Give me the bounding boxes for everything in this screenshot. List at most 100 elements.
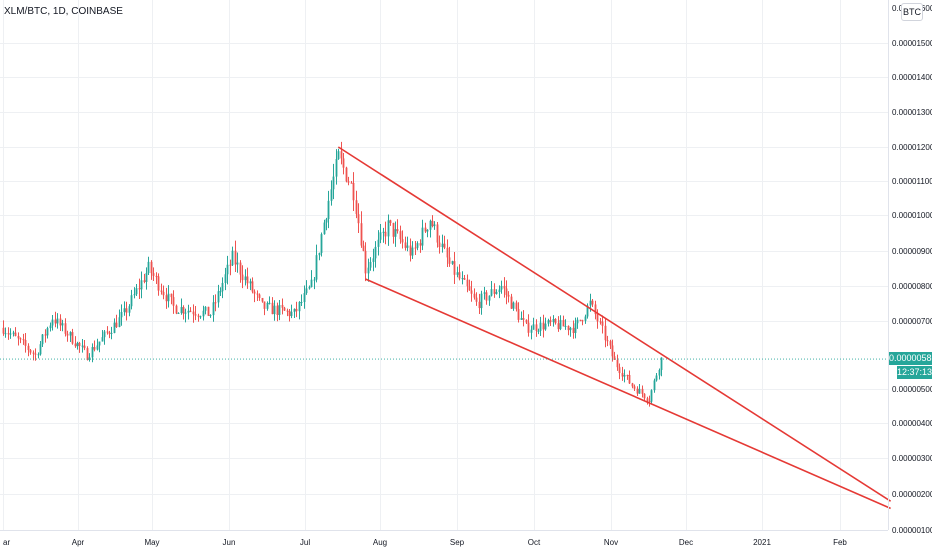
candle-body (638, 388, 641, 394)
candle (202, 305, 205, 321)
candle-body (557, 323, 560, 330)
candle-body (473, 293, 476, 298)
candle-body (78, 342, 81, 347)
candle-body (118, 317, 121, 327)
candle (19, 337, 22, 344)
candle (374, 241, 377, 268)
candle (236, 252, 239, 273)
candle-body (7, 333, 10, 335)
candle (44, 329, 47, 343)
candle-body (448, 257, 451, 264)
chart-grid (0, 0, 888, 530)
candle (384, 221, 387, 245)
candle-body (520, 318, 523, 320)
candle-body (500, 285, 503, 290)
candle (110, 326, 113, 340)
candle-body (507, 294, 510, 297)
candle-body (258, 294, 261, 298)
candle (74, 336, 77, 348)
candle-body (74, 343, 77, 347)
candle-body (271, 302, 274, 315)
candle (135, 284, 138, 297)
candle (421, 219, 424, 251)
candle (658, 368, 661, 380)
candle (424, 222, 427, 234)
candle (576, 317, 579, 329)
candle (133, 287, 136, 299)
candle-body (429, 220, 432, 230)
candle-body (446, 247, 449, 258)
trendline-lower[interactable] (365, 278, 891, 510)
currency-badge[interactable]: BTC (901, 3, 923, 21)
candle (2, 320, 5, 336)
candle (244, 269, 247, 286)
candle (431, 215, 434, 228)
candle-body (290, 311, 293, 317)
candle-body (251, 281, 254, 292)
candle-body (660, 357, 663, 370)
candle (49, 322, 52, 332)
candle-body (522, 318, 525, 320)
candle-body (525, 319, 528, 323)
candle-body (653, 380, 656, 391)
candle (470, 280, 473, 302)
price-tick-label: 0.00000400 (892, 419, 932, 428)
candle-body (103, 331, 106, 338)
candle-body (549, 320, 552, 323)
candle-body (357, 214, 360, 224)
candle (609, 339, 612, 350)
candle (604, 317, 607, 348)
time-tick-label: Jun (223, 538, 236, 547)
time-axis[interactable]: ar Apr May Jun Jul Aug Sep Oct Nov Dec 2021 Feb (3, 538, 847, 547)
candle (78, 341, 81, 353)
candle-body (56, 318, 59, 324)
candle (633, 384, 636, 391)
candle-body (535, 324, 538, 331)
time-tick-label: Dec (679, 538, 693, 547)
candle-body (145, 273, 148, 282)
candle-body (539, 322, 542, 331)
candle-body (69, 332, 72, 336)
candle-body (310, 279, 313, 287)
candle-body (182, 307, 185, 314)
candle-body (384, 231, 387, 237)
price-axis[interactable]: 0.00000200 0.00000300 0.00000400 0.00000500… (892, 4, 932, 535)
candle-body (646, 398, 649, 401)
candle-body (39, 344, 42, 355)
candle (554, 318, 557, 325)
candle-body (564, 325, 567, 327)
trendline-upper[interactable] (337, 146, 892, 502)
candle-body (332, 176, 335, 190)
price-tick-label: 0.00001400 (892, 73, 932, 82)
candle-body (81, 345, 84, 347)
candle-body (636, 388, 639, 394)
candle (256, 290, 259, 302)
candle (273, 300, 276, 321)
candle-body (246, 276, 249, 284)
candle (160, 283, 163, 295)
candle (253, 289, 256, 303)
candle-body (199, 316, 202, 318)
candle-body (305, 288, 308, 294)
candle (145, 267, 148, 290)
candle (441, 234, 444, 253)
candle-body (293, 308, 296, 312)
candle-body (330, 189, 333, 201)
candle-body (266, 302, 269, 309)
candle (51, 314, 54, 331)
candle (229, 259, 232, 276)
candle (101, 330, 104, 342)
candle (396, 219, 399, 234)
candle (648, 395, 651, 407)
candle (271, 297, 274, 315)
candle (295, 301, 298, 318)
candle (567, 325, 570, 336)
candle (473, 288, 476, 300)
candle-body (505, 288, 508, 295)
candle-body (147, 261, 150, 274)
candle (323, 219, 326, 235)
candle-body (591, 300, 594, 305)
candle-body (115, 322, 118, 327)
candle-body (318, 252, 321, 256)
